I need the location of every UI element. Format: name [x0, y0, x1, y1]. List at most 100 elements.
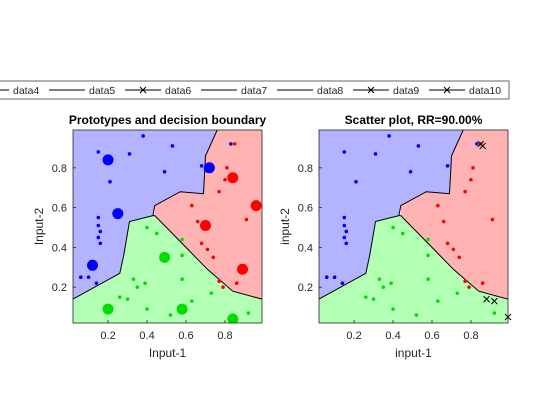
- data-point-class-3: [143, 281, 147, 286]
- plot-area: [73, 130, 262, 323]
- data-point-class-3: [426, 277, 430, 282]
- prototypes-panel: 0.2 0.4 0.6 0.8 0.2 0.4 0.6 0.8 Input-1 Input-2 Pr…: [32, 113, 267, 360]
- prototype-class-1: [112, 208, 124, 220]
- data-point-class-2: [223, 177, 227, 182]
- legend-box: [0, 80, 510, 100]
- y-axis-label: input-2: [278, 208, 292, 245]
- legend-label-data8: data8: [317, 85, 343, 97]
- x-tick-label: 0.8: [217, 330, 232, 342]
- data-point-class-1: [342, 235, 347, 240]
- legend-marker-x: [367, 86, 375, 94]
- y-tick-label: 0.2: [52, 282, 67, 294]
- misclassified-marker: [491, 297, 498, 305]
- data-point-class-1: [127, 152, 132, 156]
- scatter-panel: 0.2 0.4 0.6 0.8 0.2 0.4 0.6 0.8 input-1 input-2 Sc…: [278, 113, 512, 360]
- data-point-class-3: [436, 299, 440, 303]
- data-point-class-3: [145, 225, 149, 230]
- data-point-class-3: [371, 297, 376, 301]
- data-point-class-1: [445, 164, 450, 168]
- data-point-class-2: [451, 247, 456, 252]
- data-point-class-1: [94, 281, 99, 286]
- y-tick-label: 0.4: [52, 242, 67, 254]
- data-point-class-1: [78, 275, 83, 280]
- decision-boundary-2: [398, 215, 508, 300]
- data-point-class-1: [387, 134, 391, 138]
- data-point-class-3: [180, 237, 184, 242]
- region-class-2: [400, 130, 508, 300]
- data-point-class-1: [342, 223, 347, 228]
- y-tick-label: 0.6: [298, 203, 313, 215]
- misclassified-marker: [479, 142, 487, 150]
- x-tick-label: 0.2: [346, 330, 361, 342]
- data-point-class-2: [463, 279, 467, 284]
- data-point-class-3: [389, 281, 393, 286]
- data-point-class-3: [117, 295, 122, 299]
- legend-label-data5: data5: [89, 85, 115, 97]
- data-point-class-1: [354, 179, 358, 184]
- y-tick-label: 0.8: [298, 163, 313, 175]
- x-tick-label: 0.4: [139, 330, 154, 342]
- data-point-class-3: [131, 277, 136, 282]
- data-point-class-1: [342, 150, 347, 154]
- prototype-class-1: [203, 162, 215, 174]
- data-point-class-2: [467, 285, 471, 289]
- prototype-class-3: [102, 303, 114, 315]
- data-point-class-1: [373, 152, 378, 156]
- data-point-class-2: [217, 279, 221, 284]
- data-point-class-2: [490, 217, 495, 222]
- prototype-class-3: [176, 303, 188, 315]
- data-point-class-3: [426, 253, 430, 258]
- data-point-class-1: [342, 215, 347, 220]
- decision-boundary-1: [152, 130, 218, 216]
- prototype-class-3: [227, 313, 239, 323]
- legend-label-data7: data7: [241, 85, 267, 97]
- data-point-class-3: [246, 311, 251, 315]
- data-point-class-2: [471, 166, 475, 170]
- plot-title: Prototypes and decision boundary: [69, 113, 267, 127]
- legend-label-data9: data9: [393, 85, 419, 97]
- data-point-class-3: [154, 231, 159, 236]
- data-point-class-3: [145, 307, 149, 311]
- data-point-class-1: [324, 275, 329, 280]
- data-point-class-1: [96, 150, 101, 154]
- data-point-class-2: [217, 189, 221, 194]
- data-point-class-3: [414, 313, 419, 317]
- misclassified-marker: [483, 295, 490, 303]
- data-point-class-1: [475, 142, 479, 146]
- x-tick-label: 0.8: [463, 330, 478, 342]
- decision-boundary-2: [152, 215, 262, 300]
- data-point-class-3: [125, 297, 130, 301]
- data-point-class-1: [98, 241, 103, 246]
- data-point-class-2: [469, 177, 473, 182]
- axes-box: [318, 129, 509, 324]
- prototype-class-2: [250, 200, 262, 212]
- data-point-class-3: [180, 253, 184, 258]
- prototype-class-1: [86, 259, 98, 271]
- region-class-1: [319, 130, 464, 300]
- data-point-class-1: [199, 164, 204, 168]
- decision-boundary-0: [319, 215, 400, 300]
- prototype-class-2: [237, 263, 249, 275]
- data-point-class-3: [377, 277, 382, 282]
- decision-boundary-1: [398, 130, 464, 216]
- data-point-class-2: [441, 219, 446, 224]
- data-point-class-2: [463, 189, 467, 194]
- x-axis-label: Input-1: [149, 346, 187, 360]
- data-point-class-1: [86, 275, 91, 280]
- axes-box: [72, 129, 263, 324]
- data-point-class-1: [108, 179, 112, 184]
- data-point-class-2: [436, 203, 440, 208]
- data-point-class-1: [96, 223, 101, 228]
- data-point-class-1: [344, 241, 349, 246]
- data-point-class-2: [199, 241, 204, 246]
- data-point-class-2: [457, 255, 462, 260]
- y-tick-label: 0.4: [298, 242, 313, 254]
- data-point-class-2: [225, 166, 229, 170]
- x-tick-label: 0.6: [178, 330, 193, 342]
- x-tick-label: 0.6: [424, 330, 439, 342]
- y-axis-label: Input-2: [32, 207, 46, 245]
- prototype-class-1: [102, 154, 114, 166]
- data-point-class-3: [400, 231, 405, 236]
- data-point-class-2: [205, 247, 210, 252]
